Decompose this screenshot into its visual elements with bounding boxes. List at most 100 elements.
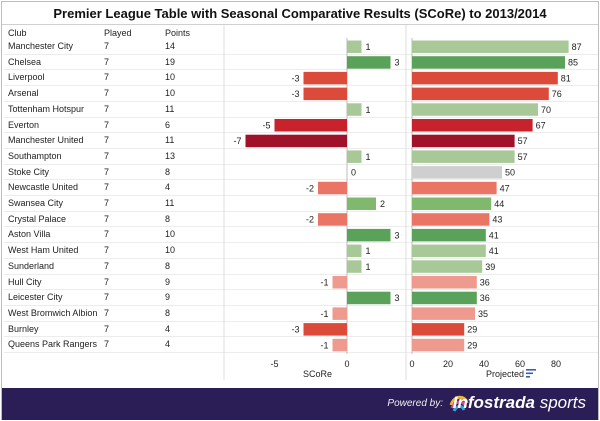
score-bar[interactable] <box>303 87 348 101</box>
score-label: 1 <box>366 152 371 162</box>
projected-bar[interactable] <box>412 291 477 305</box>
points-value: 19 <box>165 56 176 67</box>
score-bar[interactable] <box>332 307 348 320</box>
club-name: Chelsea <box>8 56 42 67</box>
row-divider <box>4 242 598 244</box>
club-name: Burnley <box>8 323 39 334</box>
club-name: Aston Villa <box>8 229 51 240</box>
points-value: 13 <box>165 150 176 161</box>
score-bar[interactable] <box>245 134 348 148</box>
score-bar[interactable] <box>274 119 348 132</box>
score-bar[interactable] <box>347 56 391 69</box>
score-tick-label: -5 <box>270 359 278 369</box>
projected-bar[interactable] <box>412 181 497 195</box>
projected-bar[interactable] <box>412 307 475 320</box>
score-bar[interactable] <box>347 150 362 163</box>
projected-bar[interactable] <box>412 260 483 273</box>
club-name: Manchester City <box>8 41 74 51</box>
projected-label: 50 <box>505 168 515 178</box>
projected-tick-label: 60 <box>515 359 525 369</box>
projected-label: 43 <box>492 215 502 225</box>
score-bar[interactable] <box>347 197 376 211</box>
projected-label: 70 <box>541 105 551 115</box>
score-bar[interactable] <box>347 40 362 54</box>
club-name: Hull City <box>8 276 42 287</box>
row-divider <box>4 147 598 149</box>
score-bar[interactable] <box>332 276 348 289</box>
projected-label: 36 <box>480 293 490 303</box>
infostrada-logo-icon <box>449 395 469 412</box>
club-name: Arsenal <box>8 88 39 99</box>
column-header-played[interactable]: Played <box>104 28 132 38</box>
score-label: 1 <box>366 42 371 52</box>
projected-bar[interactable] <box>412 323 465 336</box>
infostrada-brand: Infostrada sports <box>453 393 586 413</box>
played-value: 7 <box>104 276 110 287</box>
club-name: Southampton <box>8 150 62 161</box>
played-value: 7 <box>104 56 110 67</box>
projected-bar[interactable] <box>412 197 492 211</box>
projected-bar[interactable] <box>412 228 486 242</box>
projected-bar[interactable] <box>412 119 533 132</box>
club-name: West Bromwich Albion <box>8 307 98 318</box>
row-divider <box>4 53 598 55</box>
projected-label: 67 <box>536 121 546 131</box>
score-bar[interactable] <box>303 323 348 336</box>
points-value: 10 <box>165 229 176 240</box>
score-bar[interactable] <box>347 103 362 116</box>
score-bar[interactable] <box>318 181 347 195</box>
score-bar[interactable] <box>347 228 391 242</box>
score-bar[interactable] <box>347 291 391 305</box>
projected-label: 57 <box>518 152 528 162</box>
played-value: 7 <box>104 245 110 256</box>
score-bar[interactable] <box>303 71 348 85</box>
score-bar[interactable] <box>347 260 362 273</box>
powered-by-text: Powered by: <box>387 398 443 409</box>
projected-bar[interactable] <box>412 134 515 148</box>
column-header-club[interactable]: Club <box>8 28 27 38</box>
projected-axis-title: Projected <box>486 369 525 379</box>
score-label: 1 <box>366 246 371 256</box>
played-value: 7 <box>104 213 110 224</box>
played-value: 7 <box>104 88 110 99</box>
score-axis-title: SCoRe <box>303 369 333 379</box>
projected-bar[interactable] <box>412 150 515 163</box>
played-value: 7 <box>104 135 110 146</box>
projected-tick-label: 20 <box>443 359 453 369</box>
score-label: -2 <box>306 215 314 225</box>
projected-label: 39 <box>485 262 495 272</box>
played-value: 7 <box>104 166 110 177</box>
projected-bar[interactable] <box>412 244 486 258</box>
played-value: 7 <box>104 323 110 334</box>
points-value: 14 <box>165 41 176 51</box>
projected-bar[interactable] <box>412 213 490 226</box>
played-value: 7 <box>104 150 110 161</box>
club-name: Everton <box>8 119 40 130</box>
projected-bar[interactable] <box>412 338 465 352</box>
score-label: -3 <box>291 325 299 335</box>
projected-bar[interactable] <box>412 40 569 54</box>
projected-tick-label: 0 <box>409 359 414 369</box>
played-value: 7 <box>104 339 110 350</box>
points-value: 11 <box>165 135 175 146</box>
projected-bar[interactable] <box>412 87 549 101</box>
projected-bar[interactable] <box>412 166 502 179</box>
projected-bar[interactable] <box>412 56 565 69</box>
projected-bar[interactable] <box>412 276 477 289</box>
row-divider <box>4 85 598 87</box>
title-divider <box>2 24 598 25</box>
score-bar[interactable] <box>332 338 348 352</box>
projected-bar[interactable] <box>412 103 538 116</box>
column-header-points[interactable]: Points <box>165 28 191 38</box>
sort-icon[interactable] <box>526 369 536 378</box>
played-value: 7 <box>104 41 110 51</box>
points-value: 4 <box>165 323 171 334</box>
points-value: 9 <box>165 292 171 303</box>
score-bar[interactable] <box>318 213 347 226</box>
points-value: 8 <box>165 307 171 318</box>
projected-bar[interactable] <box>412 71 558 85</box>
projected-label: 57 <box>518 136 528 146</box>
score-bar[interactable] <box>347 244 362 258</box>
club-name: Stoke City <box>8 166 50 177</box>
